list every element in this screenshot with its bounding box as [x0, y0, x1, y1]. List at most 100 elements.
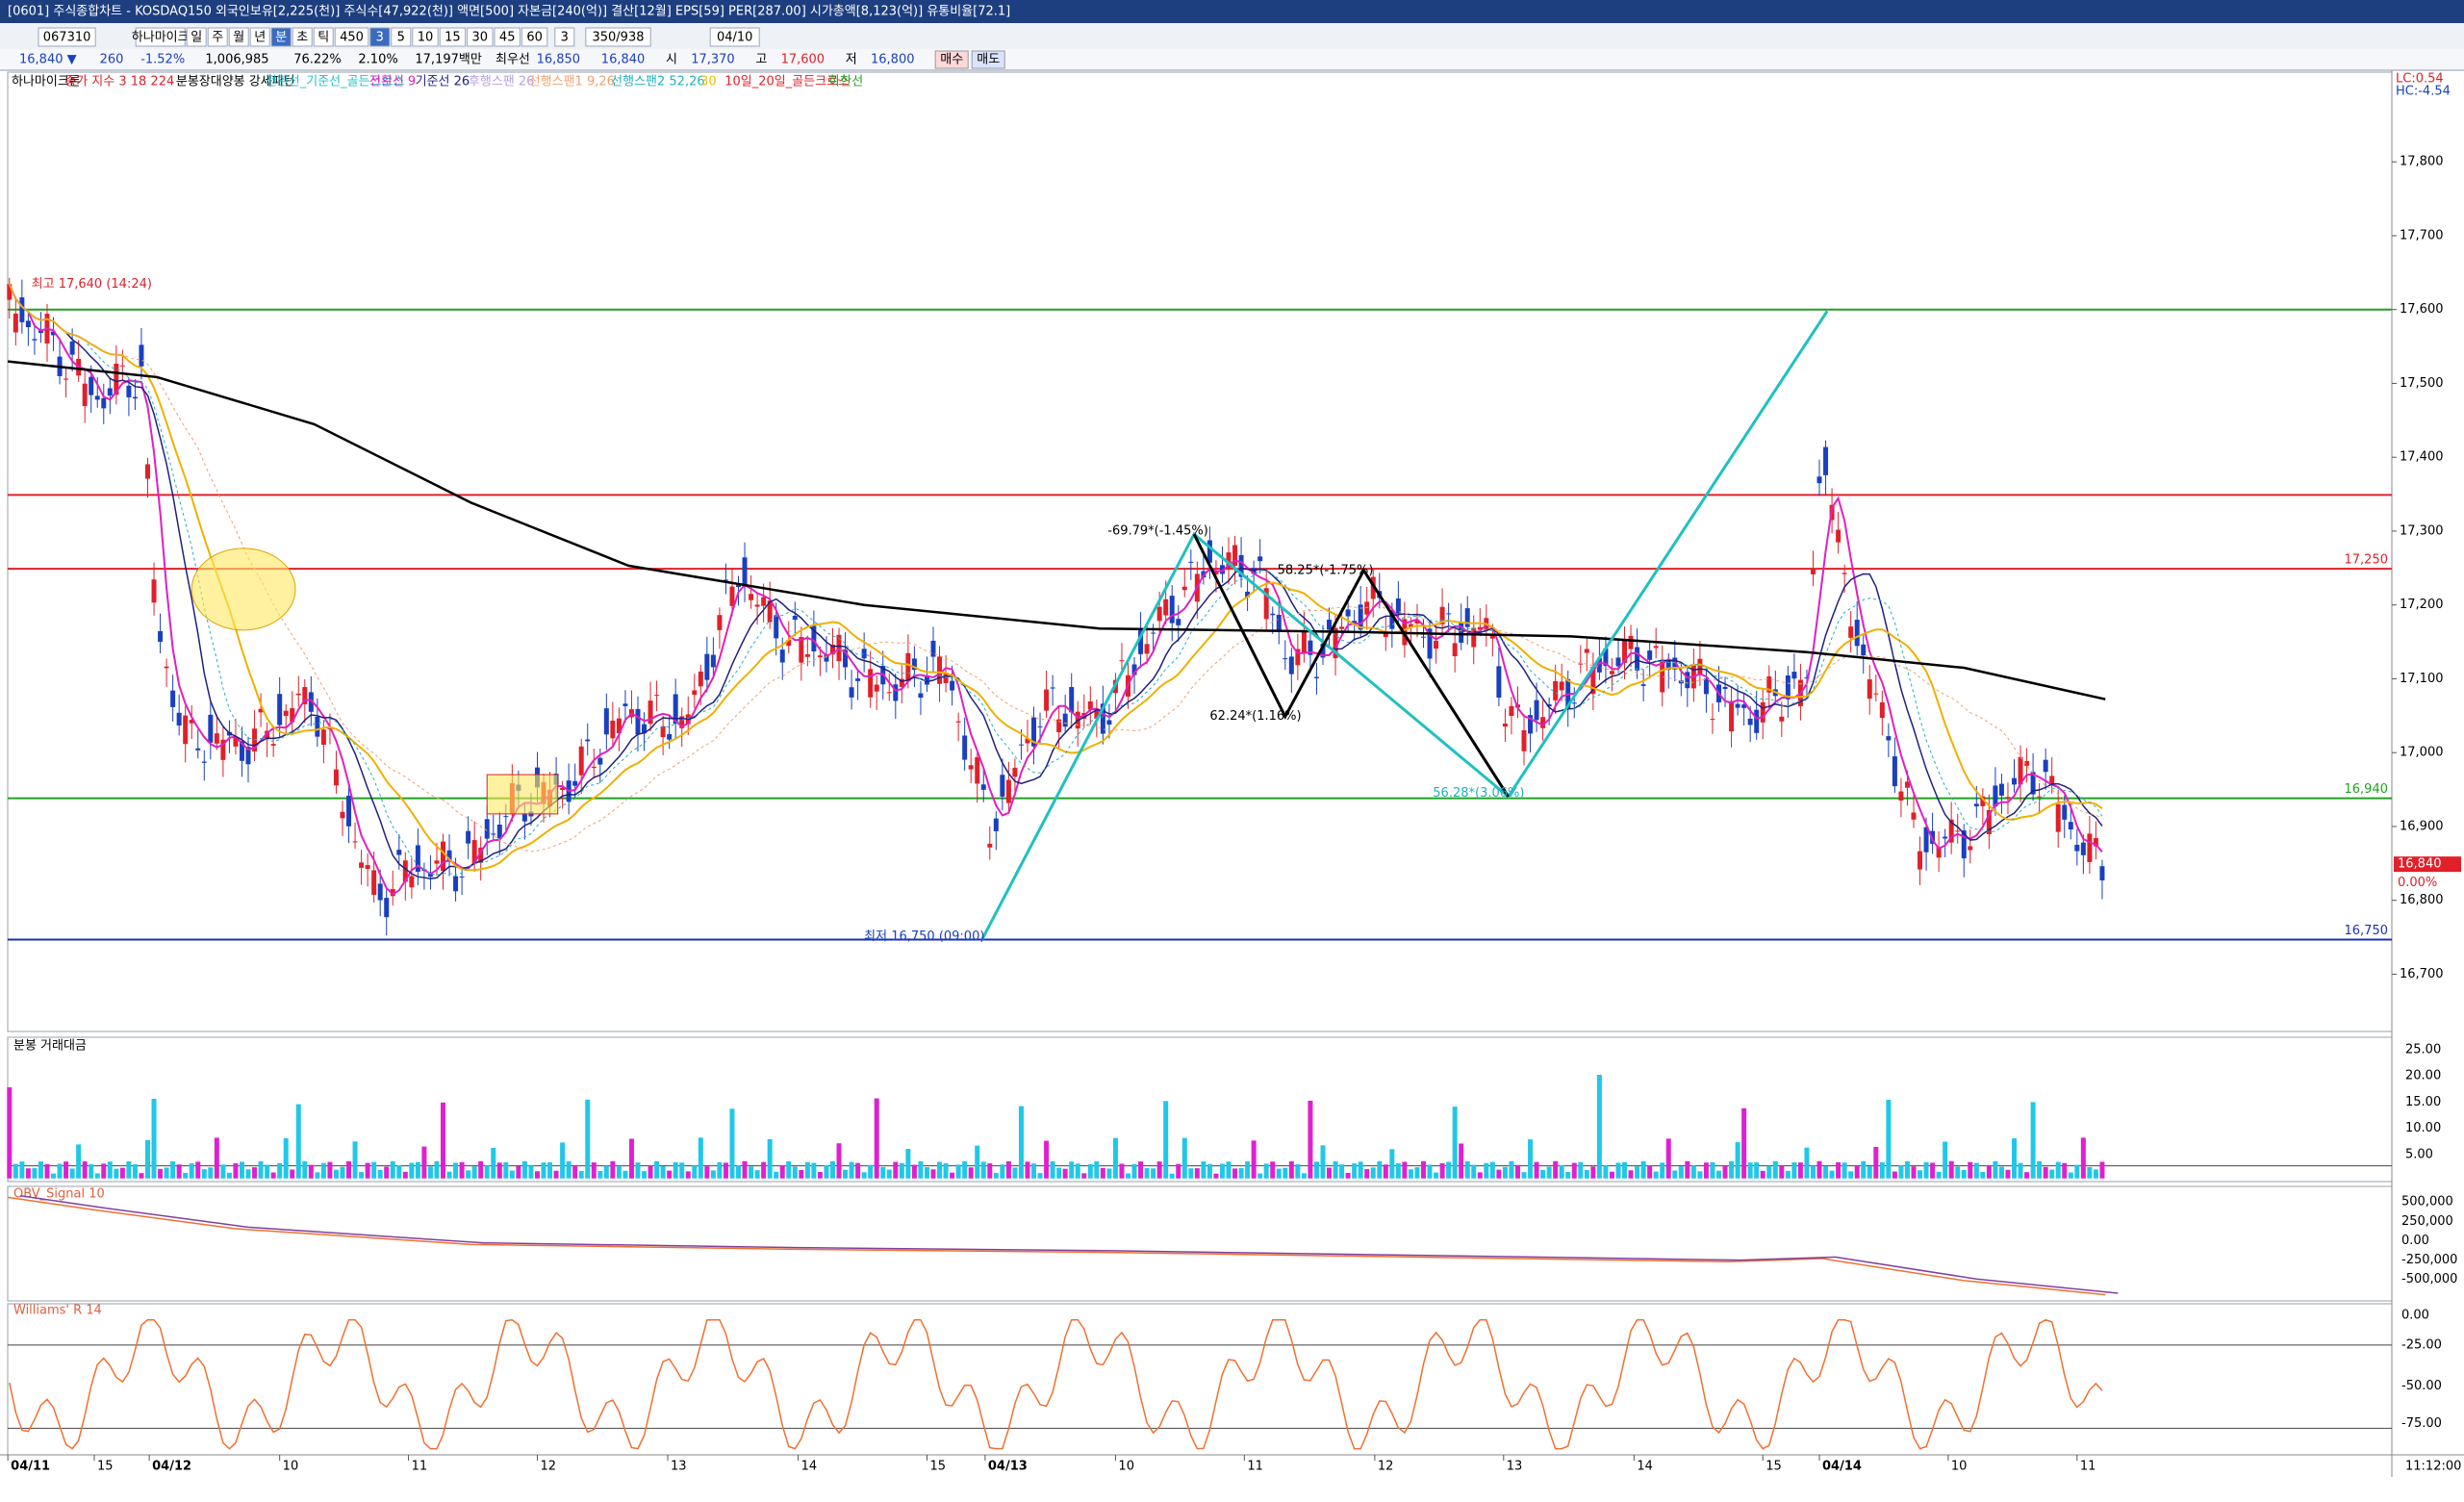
- price-tick-label: 17,100: [2400, 672, 2444, 686]
- period-button[interactable]: 분: [275, 31, 287, 45]
- period-button[interactable]: 년: [254, 31, 266, 45]
- order-button-box[interactable]: [971, 50, 1005, 69]
- candle-body: [1094, 708, 1100, 719]
- minute-button[interactable]: 45: [499, 31, 516, 45]
- candle-body: [1553, 680, 1559, 700]
- unit-button-box[interactable]: [369, 27, 391, 47]
- candle-body: [767, 600, 773, 623]
- volume-bar: [1389, 1149, 1395, 1179]
- minute-button[interactable]: 30: [472, 31, 489, 45]
- candle-body: [1747, 718, 1753, 726]
- period-button[interactable]: 월: [233, 31, 244, 45]
- minute-button-box[interactable]: [494, 27, 521, 47]
- step-input-box[interactable]: [554, 27, 575, 47]
- volume-bar: [1489, 1161, 1495, 1179]
- minute-button-box[interactable]: [391, 27, 412, 47]
- time-tick-label: 12: [1378, 1460, 1394, 1474]
- candle-body: [484, 819, 490, 839]
- candle-body: [1434, 640, 1439, 649]
- time-tick-label: 04/13: [988, 1460, 1028, 1474]
- candle-body: [471, 840, 477, 864]
- volume-bar: [220, 1164, 226, 1179]
- volume-bar: [1785, 1170, 1791, 1179]
- candle-body: [25, 320, 31, 328]
- candle-body: [1257, 556, 1263, 562]
- candle-body: [962, 735, 968, 760]
- volume-bar: [1571, 1162, 1577, 1179]
- order-button-box[interactable]: [934, 50, 969, 69]
- minute-button-box[interactable]: [521, 27, 548, 47]
- indicator-line: [9, 283, 2103, 880]
- minute-button[interactable]: 10: [418, 31, 434, 45]
- volume-bar: [1313, 1161, 1319, 1179]
- step-input[interactable]: 3: [561, 31, 569, 45]
- period-button-box[interactable]: [228, 27, 249, 47]
- candle-body: [2093, 838, 2098, 847]
- candle-body: [1245, 591, 1251, 598]
- count-input-box[interactable]: [334, 27, 369, 47]
- candle-body: [277, 694, 283, 726]
- stock-code[interactable]: 067310: [43, 31, 91, 45]
- candle-body: [132, 396, 138, 399]
- volume-bar: [968, 1167, 974, 1179]
- volume-bar: [1678, 1166, 1684, 1179]
- candle-body: [1489, 634, 1495, 639]
- candle-body: [1904, 781, 1910, 788]
- minute-button-box[interactable]: [412, 27, 439, 47]
- candle-body: [214, 733, 219, 744]
- volume-bar: [560, 1142, 566, 1179]
- volume-bar: [446, 1171, 452, 1179]
- minute-button[interactable]: 5: [397, 31, 405, 45]
- date-input-box[interactable]: [709, 27, 760, 47]
- candle-body: [1622, 640, 1628, 663]
- candle-body: [1571, 702, 1577, 704]
- volume-bar: [1509, 1160, 1514, 1179]
- volume-bar: [698, 1137, 703, 1179]
- volume-bar: [1283, 1167, 1288, 1179]
- volume-bar: [1037, 1173, 1043, 1179]
- volume-bar: [170, 1160, 176, 1179]
- minute-button-box[interactable]: [467, 27, 494, 47]
- candle-body: [1062, 713, 1068, 727]
- candle-body: [1295, 649, 1301, 666]
- stock-name[interactable]: 하나마이크: [132, 31, 190, 45]
- volume-bar: [377, 1169, 383, 1179]
- indicator-line: [8, 283, 2103, 896]
- order-button[interactable]: 매도: [977, 53, 1000, 67]
- period-button[interactable]: 주: [212, 31, 223, 45]
- unit-button[interactable]: 3: [376, 31, 384, 45]
- volume-bar: [1534, 1161, 1539, 1179]
- period-button-box[interactable]: [313, 27, 334, 47]
- stock-code-box[interactable]: [38, 27, 96, 47]
- period-button[interactable]: 일: [191, 31, 202, 45]
- minute-button-box[interactable]: [439, 27, 467, 47]
- candle-body: [1879, 701, 1885, 719]
- candle-body: [1854, 620, 1860, 647]
- minute-button[interactable]: 15: [445, 31, 461, 45]
- panel-title: OBV_Signal 10: [13, 1187, 105, 1202]
- volume-bar: [2068, 1172, 2073, 1179]
- stock-name-box[interactable]: [135, 27, 186, 47]
- period-button[interactable]: 초: [296, 31, 308, 45]
- candle-body: [1898, 791, 1904, 802]
- volume-bar: [1452, 1107, 1458, 1179]
- period-button-box[interactable]: [292, 27, 313, 47]
- order-button[interactable]: 매수: [940, 53, 963, 67]
- volume-bar: [1358, 1161, 1363, 1179]
- candle-body: [1352, 621, 1358, 624]
- period-button-box[interactable]: [249, 27, 270, 47]
- info-item: 16,840 ▼: [19, 53, 77, 67]
- date-input[interactable]: 04/10: [717, 31, 752, 45]
- candle-body: [585, 739, 591, 742]
- volume-bar: [717, 1161, 723, 1179]
- minute-button[interactable]: 60: [526, 31, 543, 45]
- volume-bar: [843, 1169, 849, 1179]
- period-button-box[interactable]: [186, 27, 207, 47]
- volume-bar: [1276, 1168, 1282, 1179]
- candle-body: [390, 888, 395, 897]
- period-button-box[interactable]: [207, 27, 228, 47]
- candle-body: [980, 784, 986, 790]
- period-button[interactable]: 틱: [318, 31, 329, 45]
- count-input[interactable]: 450: [340, 31, 364, 45]
- period-button-box[interactable]: [270, 27, 292, 47]
